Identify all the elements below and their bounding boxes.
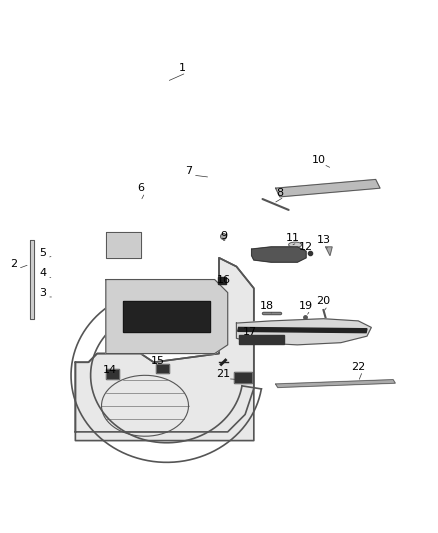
Polygon shape <box>239 335 284 344</box>
Text: 20: 20 <box>316 296 331 306</box>
Text: 9: 9 <box>220 231 227 241</box>
Text: 8: 8 <box>276 188 283 198</box>
Bar <box>106 369 119 379</box>
Text: 15: 15 <box>151 357 165 366</box>
Polygon shape <box>75 258 254 441</box>
Text: 5: 5 <box>39 248 46 259</box>
Text: 17: 17 <box>242 327 257 337</box>
Bar <box>106 369 119 379</box>
Polygon shape <box>276 180 380 197</box>
Bar <box>234 372 252 383</box>
Text: 6: 6 <box>137 183 144 193</box>
Polygon shape <box>75 258 254 432</box>
Text: 12: 12 <box>299 242 313 252</box>
Ellipse shape <box>289 242 302 247</box>
Bar <box>234 372 252 383</box>
Text: 18: 18 <box>260 301 274 311</box>
Polygon shape <box>238 327 367 333</box>
Text: 11: 11 <box>286 233 300 243</box>
Polygon shape <box>252 247 306 262</box>
Bar <box>156 364 169 373</box>
Polygon shape <box>30 240 34 319</box>
Polygon shape <box>106 279 228 353</box>
Polygon shape <box>106 232 141 258</box>
Text: 19: 19 <box>299 301 313 311</box>
Text: 22: 22 <box>351 361 365 372</box>
Text: 1: 1 <box>179 63 186 74</box>
Text: 10: 10 <box>312 155 326 165</box>
Text: 7: 7 <box>185 166 192 176</box>
Bar <box>156 364 169 373</box>
Text: 21: 21 <box>216 369 230 379</box>
Polygon shape <box>325 247 332 256</box>
Text: 14: 14 <box>103 365 117 375</box>
Polygon shape <box>123 301 210 332</box>
Polygon shape <box>276 379 395 387</box>
Polygon shape <box>237 319 371 345</box>
Text: 4: 4 <box>39 268 46 278</box>
Text: 2: 2 <box>10 260 17 269</box>
Bar <box>218 277 226 284</box>
Text: 3: 3 <box>39 288 46 297</box>
Text: 16: 16 <box>216 274 230 285</box>
Text: 13: 13 <box>316 236 330 245</box>
